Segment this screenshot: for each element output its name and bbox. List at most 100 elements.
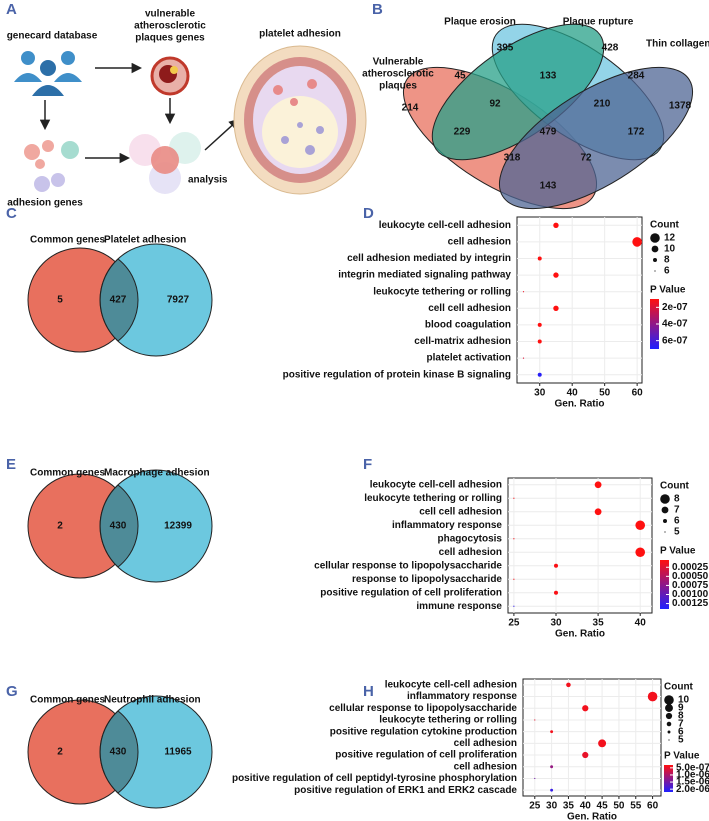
legend-dot	[665, 704, 673, 712]
y-tick-label: phagocytosis	[438, 533, 503, 544]
venn-count: 229	[454, 127, 471, 138]
y-tick-label: positive regulation of cell peptidyl-tyr…	[232, 773, 517, 784]
dot	[582, 751, 589, 759]
legend-label: 7	[674, 505, 680, 516]
x-axis-title: Gen. Ratio	[567, 812, 617, 821]
venn-overlap	[99, 484, 139, 568]
colorbar-label: 1.0e-06	[676, 770, 709, 781]
colorbar-label: 4e-07	[662, 319, 688, 330]
y-tick-label: cellular response to lipopolysaccharide	[329, 703, 517, 714]
y-tick-label: leukocyte tethering or rolling	[373, 286, 511, 297]
dot	[537, 339, 542, 344]
colorbar-label: 5.0e-07	[676, 762, 709, 773]
venn-overlap	[99, 710, 139, 794]
x-axis-title: Gen. Ratio	[554, 399, 604, 410]
plot-area	[507, 477, 653, 614]
venn-count: 1378	[669, 101, 692, 112]
y-tick-label: positive regulation cytokine production	[330, 726, 517, 737]
colorbar-label: 2e-07	[662, 302, 688, 313]
x-tick-label: 35	[593, 618, 605, 629]
legend-dot	[661, 506, 669, 514]
dot	[550, 730, 554, 734]
y-tick-label: cell-matrix adhesion	[414, 336, 511, 347]
x-tick-label: 50	[599, 388, 611, 399]
y-tick-label: leukocyte cell-cell adhesion	[379, 220, 511, 231]
y-tick-label: integrin mediated signaling pathway	[338, 270, 511, 281]
legend-label: 6	[678, 727, 684, 738]
panel-label: H	[363, 683, 374, 700]
target-label: atherosclerotic	[134, 21, 206, 32]
dot	[537, 256, 542, 261]
panel-label: F	[363, 456, 372, 473]
dot	[553, 305, 559, 311]
legend-label: 6	[664, 266, 670, 277]
legend-title: P Value	[650, 285, 686, 296]
legend-dot	[665, 712, 673, 720]
venn-count: 427	[110, 295, 127, 306]
venn-set-label: atherosclerotic	[362, 69, 434, 80]
legend-title: P Value	[664, 751, 700, 762]
analysis-label: analysis	[188, 175, 228, 186]
colorbar-label: 0.00025	[672, 562, 709, 573]
venn-count: 428	[602, 43, 619, 54]
colorbar-label: 6e-07	[662, 335, 688, 346]
legend-label: 10	[664, 244, 676, 255]
dot	[582, 705, 589, 712]
legend-dot	[668, 739, 670, 741]
panel-label: G	[6, 683, 18, 700]
x-tick-label: 60	[647, 801, 659, 812]
y-tick-label: positive regulation of ERK1 and ERK2 cas…	[294, 785, 517, 796]
y-tick-label: positive regulation of cell proliferatio…	[335, 750, 517, 761]
legend-dot	[660, 494, 670, 504]
legend-title: Count	[664, 682, 694, 693]
source-label: genecard database	[7, 31, 98, 42]
x-tick-label: 30	[546, 801, 558, 812]
plot-area	[516, 216, 643, 384]
venn-count: 12399	[164, 521, 192, 532]
x-tick-label: 40	[635, 618, 647, 629]
diagram-labels: genecard database vulnerable atheroscler…	[7, 9, 341, 209]
dot	[513, 605, 515, 607]
venn-set-label: Thin collagen cap	[646, 39, 709, 50]
y-tick-label: positive regulation of protein kinase B …	[283, 369, 511, 380]
venn-count: 143	[540, 181, 557, 192]
dot	[598, 739, 607, 748]
venn-overlap	[99, 258, 139, 342]
y-tick-label: cell adhesion mediated by integrin	[347, 253, 511, 264]
legend-dot	[650, 233, 660, 243]
x-tick-label: 25	[508, 618, 520, 629]
plot-area	[522, 678, 662, 797]
venn-count: 214	[402, 103, 419, 114]
venn-count: 2	[57, 747, 63, 758]
venn-set-label: Common genes	[30, 235, 105, 246]
dot	[594, 481, 602, 489]
y-tick-label: response to lipopolysaccharide	[352, 574, 502, 585]
dot	[554, 590, 558, 595]
dot	[635, 520, 646, 531]
dot	[513, 578, 515, 580]
y-tick-label: leukocyte cell-cell adhesion	[370, 479, 502, 490]
colorbar	[664, 765, 673, 792]
y-tick-label: leukocyte tethering or rolling	[364, 493, 502, 504]
dot	[513, 497, 515, 499]
legend-label: 9	[678, 703, 684, 714]
venn-count: 11965	[164, 747, 192, 758]
legend-dot	[666, 721, 672, 727]
venn-count: 395	[497, 43, 514, 54]
colorbar-label: 0.00125	[672, 598, 709, 609]
legend-dot	[651, 245, 659, 253]
target-label: vulnerable	[145, 9, 195, 20]
x-tick-label: 50	[613, 801, 625, 812]
y-tick-label: immune response	[416, 601, 502, 612]
panel-label: B	[372, 1, 383, 18]
y-tick-label: leukocyte cell-cell adhesion	[385, 679, 517, 690]
panel-label: D	[363, 205, 374, 222]
x-tick-label: 30	[550, 618, 562, 629]
venn-count: 479	[540, 127, 557, 138]
y-tick-label: positive regulation of cell proliferatio…	[320, 587, 502, 598]
dot	[550, 765, 554, 769]
dot	[522, 357, 525, 359]
venn-set-label: Common genes	[30, 695, 105, 706]
y-tick-label: cell cell adhesion	[419, 506, 502, 517]
legend-label: 10	[678, 695, 690, 706]
